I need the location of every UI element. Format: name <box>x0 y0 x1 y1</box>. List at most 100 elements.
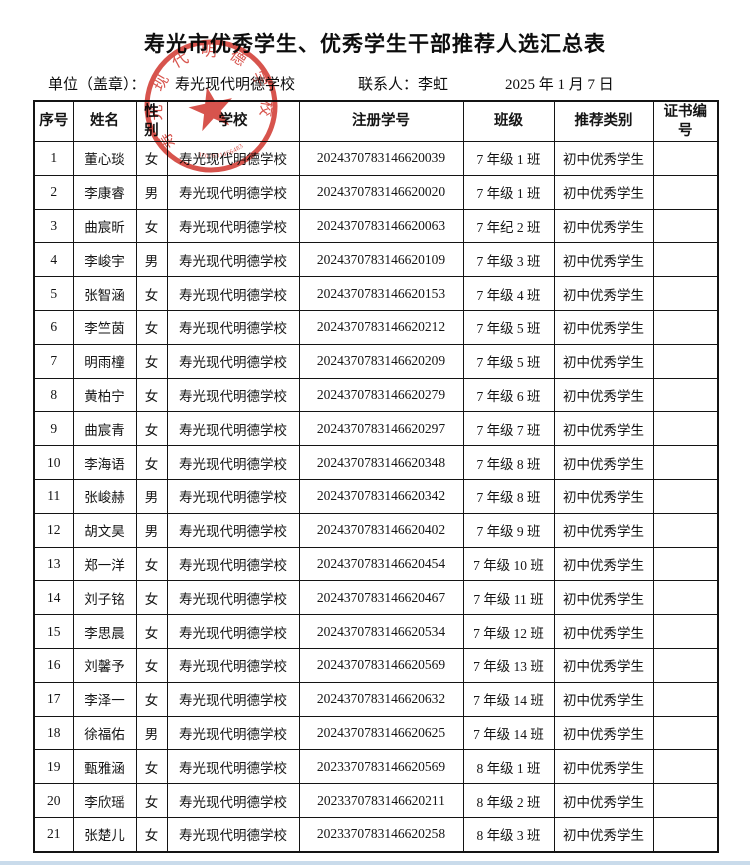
cell-class: 7 年级 13 班 <box>462 647 555 683</box>
cell-school: 寿光现代明德学校 <box>166 411 300 447</box>
cell-student_id: 2024370783146620632 <box>298 681 464 717</box>
cell-cert_no <box>652 174 719 210</box>
cell-gender: 女 <box>135 749 168 785</box>
table-row: 5 张智涵女寿光现代明德学校 2024370783146620153 7 年级 4 班… <box>33 276 719 311</box>
cell-student_id: 2024370783146620467 <box>298 580 464 616</box>
cell-no: 7 <box>33 343 74 379</box>
table-row: 9 曲宸青女寿光现代明德学校 2024370783146620297 7 年级 7 班… <box>33 411 719 447</box>
table-row: 6 李竺茵女寿光现代明德学校 2024370783146620212 7 年级 5 班… <box>33 309 719 345</box>
cell-class: 7 年级 1 班 <box>462 174 555 210</box>
cell-student_id: 2024370783146620153 <box>298 276 464 311</box>
cell-name: 徐福佑 <box>72 715 137 751</box>
cell-name: 甄雅涵 <box>72 749 137 785</box>
contact-person: 联系人：李虹 <box>358 73 448 93</box>
cell-gender: 男 <box>135 512 168 548</box>
cell-cert_no <box>652 783 719 818</box>
cell-class: 7 年级 5 班 <box>462 309 555 345</box>
cell-school: 寿光现代明德学校 <box>166 546 300 582</box>
cell-gender: 女 <box>135 647 168 683</box>
cell-name: 明雨橦 <box>72 343 137 379</box>
unit-name: 寿光现代明德学校 <box>175 77 296 93</box>
cell-cert_no <box>652 580 719 616</box>
cell-school: 寿光现代明德学校 <box>166 276 300 311</box>
cell-no: 3 <box>33 208 74 244</box>
cell-gender: 女 <box>135 783 168 818</box>
cell-class: 7 年级 10 班 <box>462 546 555 582</box>
cell-name: 郑一洋 <box>72 546 137 582</box>
cell-no: 1 <box>33 141 74 176</box>
cell-student_id: 2023370783146620569 <box>298 749 464 785</box>
cell-cert_no <box>652 445 719 480</box>
cell-gender: 女 <box>135 445 168 480</box>
table-row: 2 李康睿男寿光现代明德学校 2024370783146620020 7 年级 1 班… <box>33 174 719 210</box>
header-gender: 性 别 <box>135 100 168 142</box>
cell-class: 7 年级 11 班 <box>462 580 555 616</box>
cell-name: 李欣瑶 <box>72 783 137 818</box>
cell-class: 7 年级 8 班 <box>462 478 555 514</box>
cell-category: 初中优秀学生 <box>553 309 654 345</box>
cell-gender: 女 <box>135 411 168 447</box>
cell-gender: 女 <box>135 377 168 413</box>
cell-no: 20 <box>33 783 74 818</box>
cell-cert_no <box>652 614 719 649</box>
cell-name: 张楚儿 <box>72 816 137 853</box>
cell-category: 初中优秀学生 <box>553 478 654 514</box>
cell-name: 李竺茵 <box>72 309 137 345</box>
table-row: 15 李思晨女寿光现代明德学校 2024370783146620534 7 年级 12… <box>33 614 719 649</box>
table-row: 18 徐福佑男寿光现代明德学校 2024370783146620625 7 年级 14… <box>33 715 719 751</box>
cell-category: 初中优秀学生 <box>553 141 654 176</box>
cell-category: 初中优秀学生 <box>553 377 654 413</box>
cell-student_id: 2024370783146620063 <box>298 208 464 244</box>
cell-gender: 男 <box>135 715 168 751</box>
cell-school: 寿光现代明德学校 <box>166 647 300 683</box>
cell-gender: 女 <box>135 208 168 244</box>
cell-gender: 女 <box>135 546 168 582</box>
cell-class: 7 年级 6 班 <box>462 377 555 413</box>
cell-name: 李泽一 <box>72 681 137 717</box>
cell-class: 7 年级 14 班 <box>462 715 555 751</box>
header-school: 学校 <box>166 100 300 142</box>
cell-school: 寿光现代明德学校 <box>166 478 300 514</box>
cell-class: 8 年级 1 班 <box>462 749 555 785</box>
cell-name: 张峻赫 <box>72 478 137 514</box>
cell-gender: 男 <box>135 174 168 210</box>
cell-no: 6 <box>33 309 74 345</box>
cell-class: 7 年级 3 班 <box>462 242 555 278</box>
cell-gender: 女 <box>135 816 168 853</box>
cell-student_id: 2024370783146620402 <box>298 512 464 548</box>
cell-school: 寿光现代明德学校 <box>166 343 300 379</box>
cell-school: 寿光现代明德学校 <box>166 141 300 176</box>
cell-no: 21 <box>33 816 74 853</box>
cell-gender: 女 <box>135 343 168 379</box>
cell-name: 黄柏宁 <box>72 377 137 413</box>
cell-school: 寿光现代明德学校 <box>166 445 300 480</box>
cell-name: 曲宸青 <box>72 411 137 447</box>
date: 2025 年 1 月 7 日 <box>505 77 614 93</box>
cell-cert_no <box>652 681 719 717</box>
cell-category: 初中优秀学生 <box>553 580 654 616</box>
cell-no: 18 <box>33 715 74 751</box>
cell-name: 张智涵 <box>72 276 137 311</box>
cell-school: 寿光现代明德学校 <box>166 580 300 616</box>
cell-class: 8 年级 2 班 <box>462 783 555 818</box>
table-row: 17 李泽一女寿光现代明德学校 2024370783146620632 7 年级 14… <box>33 681 719 717</box>
cell-school: 寿光现代明德学校 <box>166 715 300 751</box>
header-row: 序号 姓名 性 别 学校 注册学号 班级 推荐类别 证书编 号 <box>33 100 719 142</box>
cell-cert_no <box>652 411 719 447</box>
cell-cert_no <box>652 512 719 548</box>
cell-name: 李思晨 <box>72 614 137 649</box>
cell-class: 7 年级 4 班 <box>462 276 555 311</box>
cell-student_id: 2023370783146620211 <box>298 783 464 818</box>
cell-gender: 女 <box>135 681 168 717</box>
header-category: 推荐类别 <box>553 100 654 142</box>
cell-gender: 女 <box>135 141 168 176</box>
cell-cert_no <box>652 242 719 278</box>
cell-no: 12 <box>33 512 74 548</box>
cell-category: 初中优秀学生 <box>553 343 654 379</box>
cell-class: 7 年级 12 班 <box>462 614 555 649</box>
cell-class: 7 年级 14 班 <box>462 681 555 717</box>
cell-student_id: 2024370783146620569 <box>298 647 464 683</box>
cell-no: 4 <box>33 242 74 278</box>
cell-category: 初中优秀学生 <box>553 681 654 717</box>
table-row: 1 董心琰女寿光现代明德学校 2024370783146620039 7 年级 1 班… <box>33 141 719 176</box>
